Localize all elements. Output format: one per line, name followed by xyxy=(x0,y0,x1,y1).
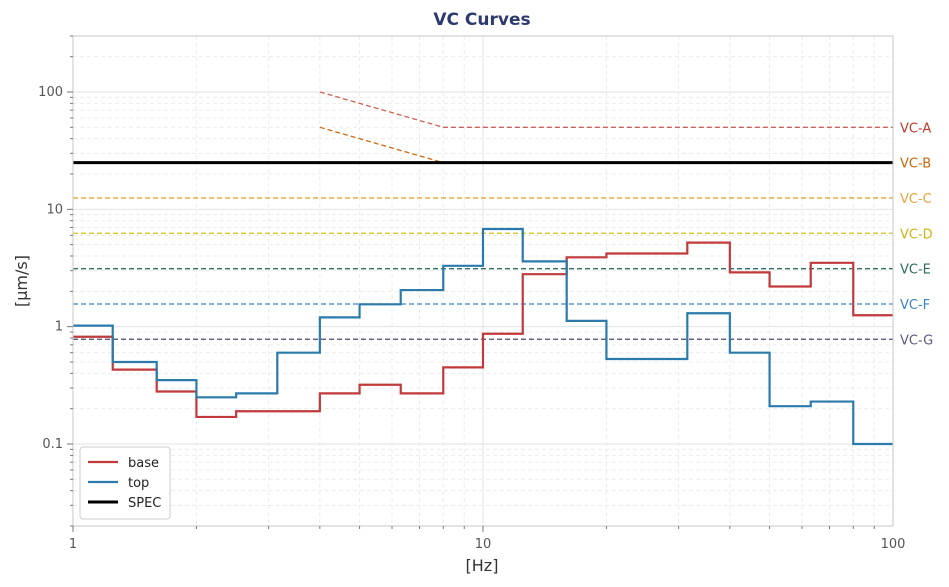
legend-label-top: top xyxy=(128,476,149,491)
vc-label-vc-f: VC-F xyxy=(900,298,930,313)
vc-label-vc-d: VC-D xyxy=(900,227,933,242)
legend: base top SPEC xyxy=(79,446,171,520)
vc-label-vc-b: VC-B xyxy=(900,157,931,172)
legend-label-spec: SPEC xyxy=(128,496,161,511)
vc-label-vc-c: VC-C xyxy=(900,192,932,207)
y-tick-label: 10 xyxy=(46,202,63,217)
x-tick-label: 100 xyxy=(881,537,906,552)
axis-ticks: 1 10 100 0.1 1 10 100 xyxy=(38,35,906,552)
chart-title: VC Curves xyxy=(433,10,530,30)
x-axis-label: [Hz] xyxy=(466,556,499,575)
vc-label-vc-a: VC-A xyxy=(900,121,931,136)
y-tick-label: 0.1 xyxy=(42,437,63,452)
series-line-base xyxy=(73,241,893,419)
y-tick-label: 100 xyxy=(38,85,63,100)
x-tick-label: 1 xyxy=(69,537,77,552)
y-axis-label: [µm/s] xyxy=(12,255,31,307)
vc-curve-vc-a xyxy=(319,91,893,128)
vc-labels: VC-A VC-B VC-C VC-D VC-E VC-F VC-G xyxy=(900,121,933,348)
y-tick-label: 1 xyxy=(55,320,63,335)
series-line-top xyxy=(73,227,893,446)
x-tick-label: 10 xyxy=(475,537,492,552)
data-series xyxy=(73,161,893,446)
vc-label-vc-e: VC-E xyxy=(900,263,931,278)
vc-label-vc-g: VC-G xyxy=(900,333,933,348)
legend-label-base: base xyxy=(128,456,159,471)
